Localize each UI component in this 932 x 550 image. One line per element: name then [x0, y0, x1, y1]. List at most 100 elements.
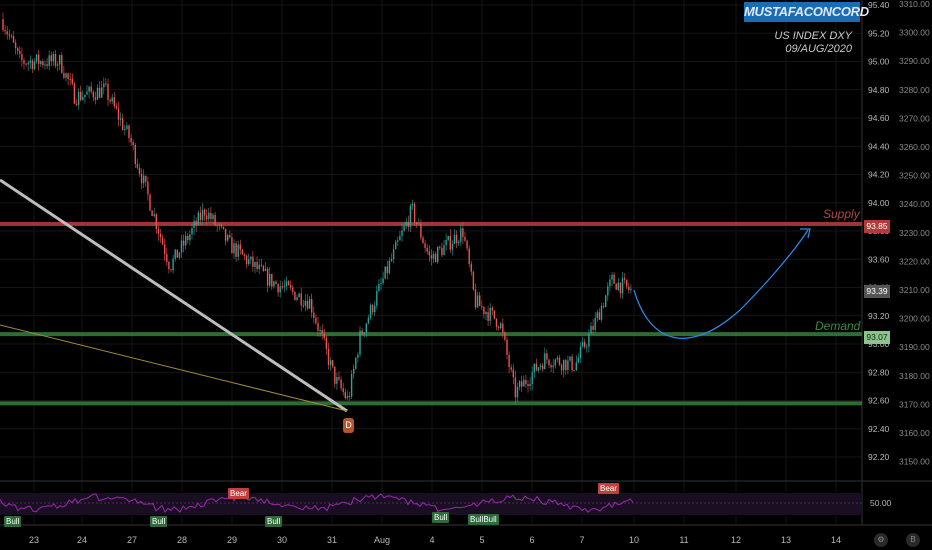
- candle: [596, 312, 598, 318]
- candle: [594, 317, 596, 330]
- candle: [279, 286, 281, 293]
- candle: [50, 55, 52, 62]
- candle: [252, 256, 254, 267]
- candle: [269, 273, 271, 286]
- candle: [458, 241, 460, 244]
- candle: [311, 298, 313, 313]
- candle: [581, 341, 584, 347]
- candle: [31, 60, 34, 69]
- candle: [151, 210, 153, 217]
- time-label: 24: [77, 535, 87, 545]
- candle: [363, 332, 365, 335]
- candle: [535, 363, 538, 371]
- candle: [491, 307, 493, 311]
- candle: [69, 78, 71, 80]
- candle: [203, 209, 206, 216]
- candle: [170, 269, 172, 271]
- candle: [623, 278, 626, 280]
- candle: [630, 288, 632, 291]
- candle: [403, 225, 405, 231]
- candle: [88, 86, 90, 92]
- candle: [80, 91, 82, 100]
- candle: [357, 354, 359, 358]
- candle: [571, 356, 573, 371]
- left-axis-label: 94.80: [868, 85, 890, 95]
- candle: [42, 61, 44, 66]
- candle: [245, 256, 248, 265]
- gear-icon[interactable]: ⚙: [874, 533, 888, 547]
- candle: [554, 359, 556, 366]
- candle: [434, 253, 437, 263]
- candle: [380, 282, 382, 284]
- candle: [294, 291, 296, 301]
- supply-label: Supply: [823, 207, 860, 221]
- candle: [615, 283, 617, 290]
- candle: [405, 221, 407, 226]
- candle: [527, 384, 529, 387]
- candle: [214, 214, 216, 226]
- candle: [128, 125, 130, 139]
- left-axis-label: 94.40: [868, 141, 890, 151]
- candle: [378, 283, 380, 292]
- candle: [65, 73, 67, 78]
- candle: [197, 212, 199, 226]
- candle: [231, 237, 233, 254]
- candle: [592, 325, 594, 330]
- candle: [420, 223, 422, 238]
- candle: [176, 249, 178, 258]
- candle: [413, 203, 416, 223]
- candle: [439, 246, 441, 249]
- right-axis-label: 3210.00: [899, 285, 930, 295]
- d-marker[interactable]: D: [343, 418, 354, 433]
- candle: [348, 396, 351, 398]
- candle: [552, 365, 554, 368]
- candle: [250, 256, 252, 260]
- candle: [407, 221, 409, 227]
- candle: [136, 164, 139, 168]
- time-label: 13: [781, 535, 791, 545]
- candle: [321, 329, 323, 335]
- candle: [117, 108, 120, 120]
- time-label: 7: [579, 535, 584, 545]
- b-icon[interactable]: B: [906, 533, 920, 547]
- left-axis-label: 92.40: [868, 424, 890, 434]
- candle: [361, 330, 363, 335]
- candle: [609, 279, 611, 287]
- candle: [399, 235, 401, 241]
- candle: [10, 35, 13, 37]
- candle: [77, 91, 80, 105]
- candle: [327, 348, 330, 365]
- left-axis-label: 93.00: [868, 339, 890, 349]
- candle: [14, 42, 17, 49]
- right-axis-label: 3240.00: [899, 199, 930, 209]
- candle: [109, 99, 111, 102]
- candle: [216, 225, 218, 227]
- signal-bull: Bull: [4, 516, 22, 527]
- candle: [235, 243, 237, 257]
- candle: [46, 64, 48, 67]
- candle: [371, 305, 374, 313]
- time-label: 5: [479, 535, 484, 545]
- time-label: 29: [227, 535, 237, 545]
- candle: [115, 106, 118, 109]
- candle: [159, 233, 162, 238]
- candle: [500, 323, 502, 329]
- candle: [521, 381, 523, 387]
- candle: [579, 346, 582, 358]
- left-axis-label: 94.00: [868, 198, 890, 208]
- trend-line-gold: [0, 324, 348, 412]
- left-axis-label: 94.20: [868, 170, 890, 180]
- candle: [432, 253, 435, 259]
- time-label: 31: [327, 535, 337, 545]
- candle: [254, 262, 256, 267]
- candle: [418, 223, 420, 225]
- candle: [98, 87, 101, 98]
- candle: [502, 323, 504, 333]
- candle: [2, 19, 4, 30]
- candle: [617, 282, 619, 290]
- candle: [411, 203, 414, 206]
- candle: [212, 214, 214, 220]
- candle: [628, 286, 630, 291]
